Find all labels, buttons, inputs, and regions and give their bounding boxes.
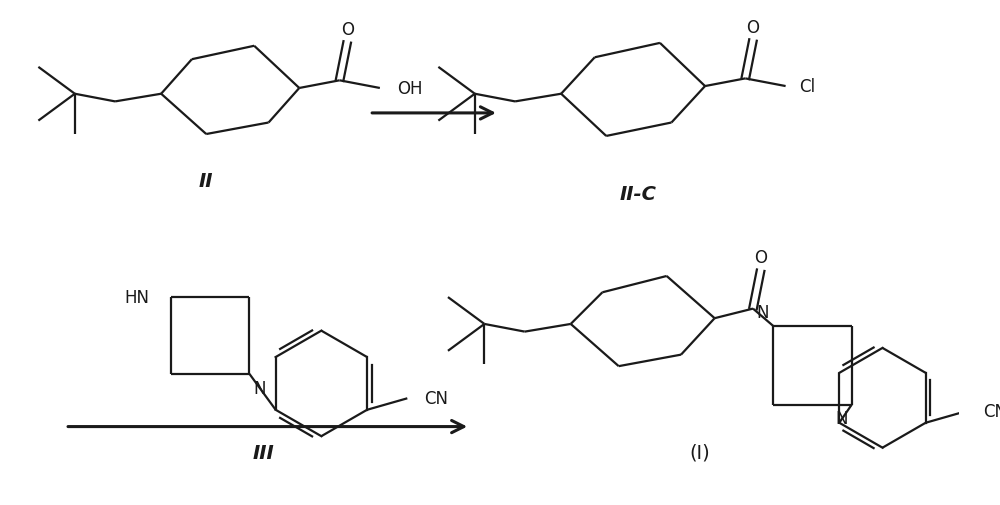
Text: O: O [341, 21, 354, 38]
Text: O: O [746, 19, 759, 36]
Text: II-C: II-C [619, 185, 656, 204]
Text: OH: OH [397, 80, 423, 98]
Text: II: II [199, 171, 213, 190]
Text: (Ⅰ): (Ⅰ) [690, 443, 711, 462]
Text: N: N [253, 379, 266, 397]
Text: CN: CN [983, 402, 1000, 420]
Text: N: N [757, 304, 769, 321]
Text: O: O [754, 248, 767, 266]
Text: CN: CN [425, 389, 449, 408]
Text: Cl: Cl [799, 78, 815, 96]
Text: III: III [253, 443, 275, 462]
Text: HN: HN [125, 288, 150, 307]
Text: N: N [835, 410, 848, 427]
